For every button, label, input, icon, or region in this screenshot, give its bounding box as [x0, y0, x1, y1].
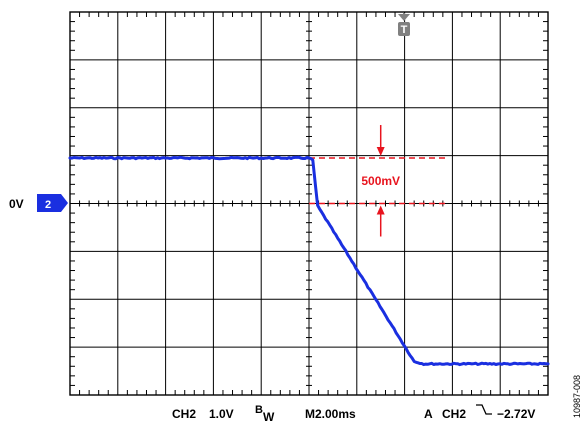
graticule-ticks: [70, 12, 548, 395]
figure-id: 10987-008: [572, 375, 582, 418]
channel-2-flag: [37, 194, 68, 212]
falling-edge-icon: [476, 404, 492, 415]
status-bar: CH2 1.0V B W M2.00ms A CH2 −2.72V: [172, 404, 535, 423]
trigger-marker-box: [398, 22, 410, 36]
status-volts-per-div: 1.0V: [209, 407, 234, 421]
amplitude-annotation: 500mV: [309, 125, 448, 237]
status-timebase: M2.00ms: [305, 407, 356, 421]
ground-marker: 0V 2: [9, 194, 68, 212]
channel-2-flag-label: 2: [45, 199, 51, 211]
annotation-label: 500mV: [361, 174, 400, 188]
annotation-arrow-up-head: [376, 205, 385, 215]
status-bandwidth-prefix: B: [255, 404, 263, 416]
status-channel: CH2: [172, 407, 196, 421]
annotation-arrow-down-head: [376, 147, 385, 157]
status-trigger-level: −2.72V: [497, 407, 535, 421]
trigger-marker: T: [398, 13, 410, 36]
series-trace-ch2: [68, 155, 550, 367]
trigger-marker-label: T: [401, 24, 408, 36]
trigger-marker-arrow: [398, 14, 410, 21]
plot-frame: [69, 11, 549, 396]
status-trigger-channel: CH2: [442, 407, 466, 421]
status-bandwidth-sub: W: [263, 410, 275, 423]
ground-level-label: 0V: [9, 197, 24, 211]
status-trigger-mode: A: [424, 407, 433, 421]
